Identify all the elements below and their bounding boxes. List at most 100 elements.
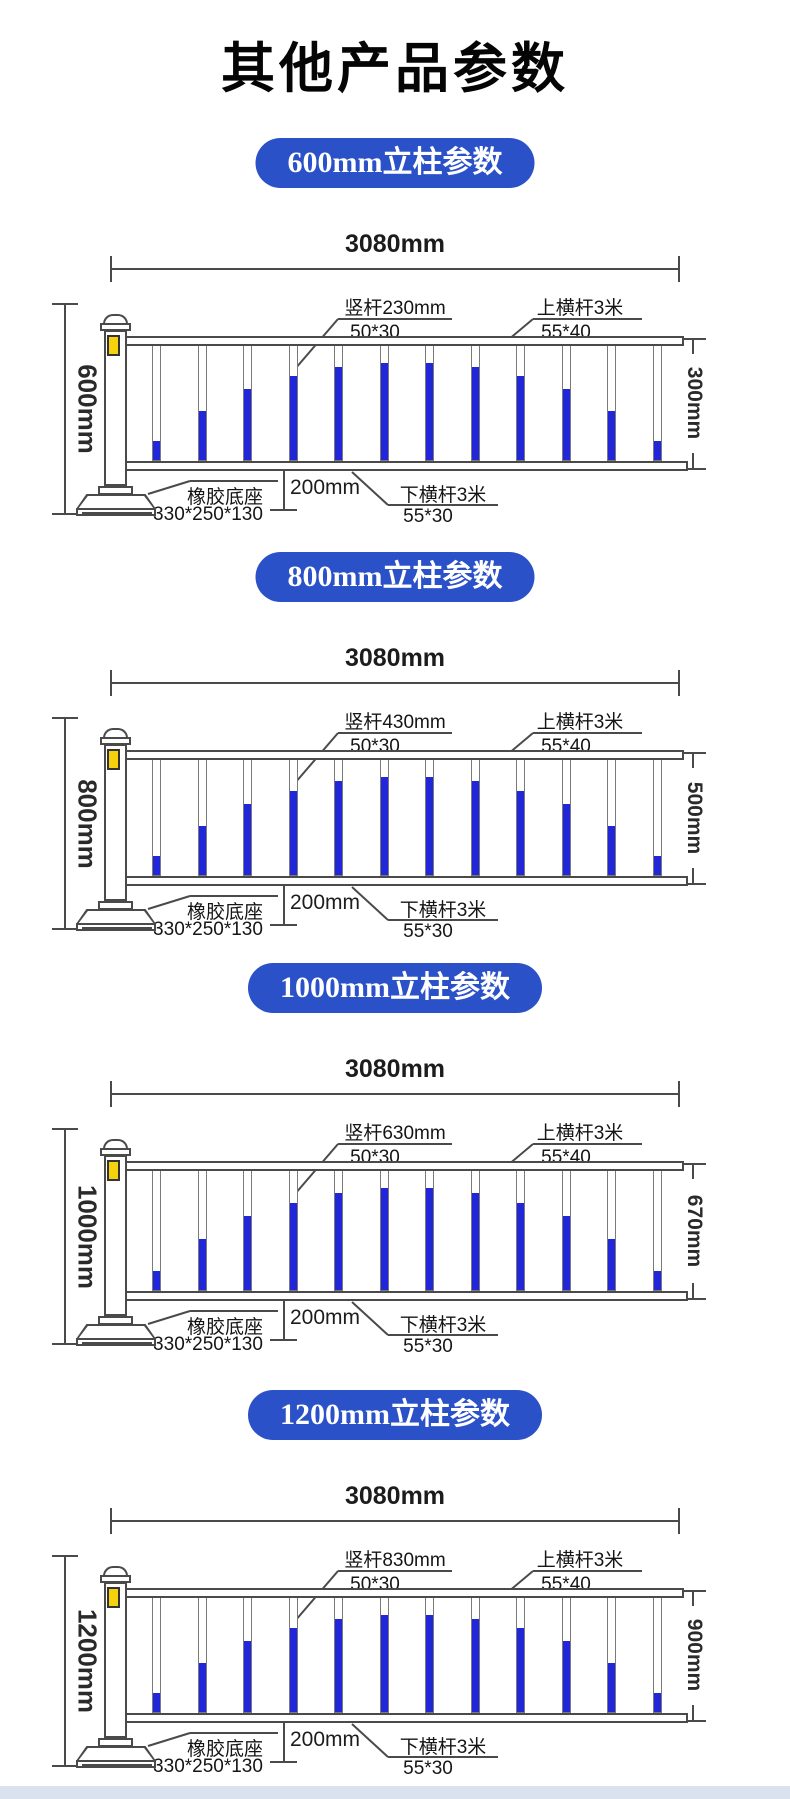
picket: [289, 345, 298, 461]
picket-blue-fill: [563, 804, 570, 875]
bottom-rail-label: 下横杆3米: [399, 900, 487, 921]
picket-blue-fill: [381, 1615, 388, 1712]
picket: [334, 1170, 343, 1291]
picket-blue-fill: [335, 781, 342, 875]
picket: [607, 1170, 616, 1291]
picket-blue-fill: [290, 1628, 297, 1712]
picket-blue-fill: [244, 1216, 251, 1290]
picket-blue-fill: [608, 1663, 615, 1712]
span-dimension-tick-right: [678, 256, 680, 282]
picket: [334, 1597, 343, 1713]
top-rail: [125, 336, 684, 346]
base-label: 橡胶底座: [186, 1739, 264, 1760]
picket: [198, 759, 207, 876]
spec-section: 600mm立柱参数 3080mm 竖杆230mm 50*30 上横杆3米 55*…: [0, 138, 790, 552]
picket-blue-fill: [335, 1619, 342, 1712]
post-cap-dome: [103, 1566, 128, 1576]
reflector-yellow: [107, 749, 120, 770]
bottom-rail-size: 55*30: [403, 506, 453, 527]
post-body: [104, 1582, 127, 1738]
right-dimension-tick-bottom: [680, 468, 706, 470]
bottom-rail: [120, 876, 688, 886]
picket: [607, 345, 616, 461]
top-rail-underline: [533, 1570, 642, 1572]
span-dimension-line: [111, 682, 679, 684]
picket: [152, 759, 161, 876]
picket: [380, 345, 389, 461]
picket: [198, 1597, 207, 1713]
base-trapezoid: [76, 909, 156, 924]
picket: [562, 1597, 571, 1713]
section-badge: 1200mm立柱参数: [248, 1390, 542, 1440]
picket-blue-fill: [244, 804, 251, 875]
vertical-bar-underline: [338, 1570, 452, 1572]
right-dimension-stub-top: [692, 1164, 694, 1179]
base-size: 330*250*130: [153, 1756, 263, 1777]
spec-section: 800mm立柱参数 3080mm 竖杆430mm 50*30 上横杆3米 55*…: [0, 552, 790, 963]
span-dimension-tick-left: [110, 1081, 112, 1107]
bottom-rail: [120, 1291, 688, 1301]
picket-blue-fill: [335, 1193, 342, 1290]
picket-blue-fill: [472, 367, 479, 460]
base-size: 330*250*130: [153, 504, 263, 525]
picket: [653, 345, 662, 461]
base-label: 橡胶底座: [186, 1317, 264, 1338]
ground-clearance-tick: [270, 509, 297, 511]
picket-blue-fill: [472, 1619, 479, 1712]
post-cap-dome: [103, 1139, 128, 1149]
picket-blue-fill: [654, 1271, 661, 1290]
top-rail-underline: [533, 318, 642, 320]
left-dimension-tick-bottom: [52, 928, 78, 930]
ground-clearance-tick: [270, 1339, 297, 1341]
ground-clearance-line: [283, 1300, 285, 1340]
base-label: 橡胶底座: [186, 902, 264, 923]
vertical-bar-underline: [338, 732, 452, 734]
top-rail-underline: [533, 1143, 642, 1145]
base-trapezoid: [76, 1746, 156, 1761]
picket-blue-fill: [608, 411, 615, 460]
ground-clearance-label: 200mm: [290, 891, 361, 914]
picket: [289, 1597, 298, 1713]
left-dimension-tick-bottom: [52, 1343, 78, 1345]
ground-clearance-tick: [270, 924, 297, 926]
ground-clearance-label: 200mm: [290, 1728, 361, 1751]
bottom-rail-label: 下横杆3米: [399, 1315, 487, 1336]
ground-clearance-line: [283, 885, 285, 925]
span-dimension-tick-right: [678, 1081, 680, 1107]
picket: [471, 1170, 480, 1291]
post-body: [104, 330, 127, 486]
ground-clearance-line: [283, 470, 285, 510]
picket-blue-fill: [517, 791, 524, 875]
picket-blue-fill: [517, 1628, 524, 1712]
picket-blue-fill: [654, 441, 661, 460]
top-rail-label: 上横杆3米: [536, 1550, 624, 1571]
span-dimension-label: 3080mm: [344, 1055, 446, 1083]
picket: [334, 345, 343, 461]
picket-blue-fill: [426, 1188, 433, 1290]
picket-blue-fill: [199, 826, 206, 875]
bottom-rail-label: 下横杆3米: [399, 1737, 487, 1758]
picket-blue-fill: [153, 1693, 160, 1712]
top-rail: [125, 1588, 684, 1598]
bottom-rail-underline: [388, 919, 498, 921]
right-dimension-stub-bottom: [692, 453, 694, 468]
left-dimension-tick-top: [52, 303, 78, 305]
span-dimension-label: 3080mm: [344, 1482, 446, 1510]
bottom-rail-underline: [388, 1756, 498, 1758]
left-dimension-tick-top: [52, 717, 78, 719]
picket-blue-fill: [472, 781, 479, 875]
picket-blue-fill: [244, 1641, 251, 1712]
right-dimension-tick-bottom: [680, 883, 706, 885]
span-dimension-tick-right: [678, 1508, 680, 1534]
span-dimension-tick-left: [110, 1508, 112, 1534]
base-trapezoid: [76, 494, 156, 509]
picket-blue-fill: [290, 1203, 297, 1290]
right-dimension-stub-bottom: [692, 1705, 694, 1720]
picket-blue-fill: [472, 1193, 479, 1290]
footer-strip: [0, 1786, 790, 1799]
top-rail-label: 上横杆3米: [536, 298, 624, 319]
picket: [243, 345, 252, 461]
vertical-bar-label: 竖杆630mm: [344, 1123, 446, 1144]
picket: [562, 345, 571, 461]
